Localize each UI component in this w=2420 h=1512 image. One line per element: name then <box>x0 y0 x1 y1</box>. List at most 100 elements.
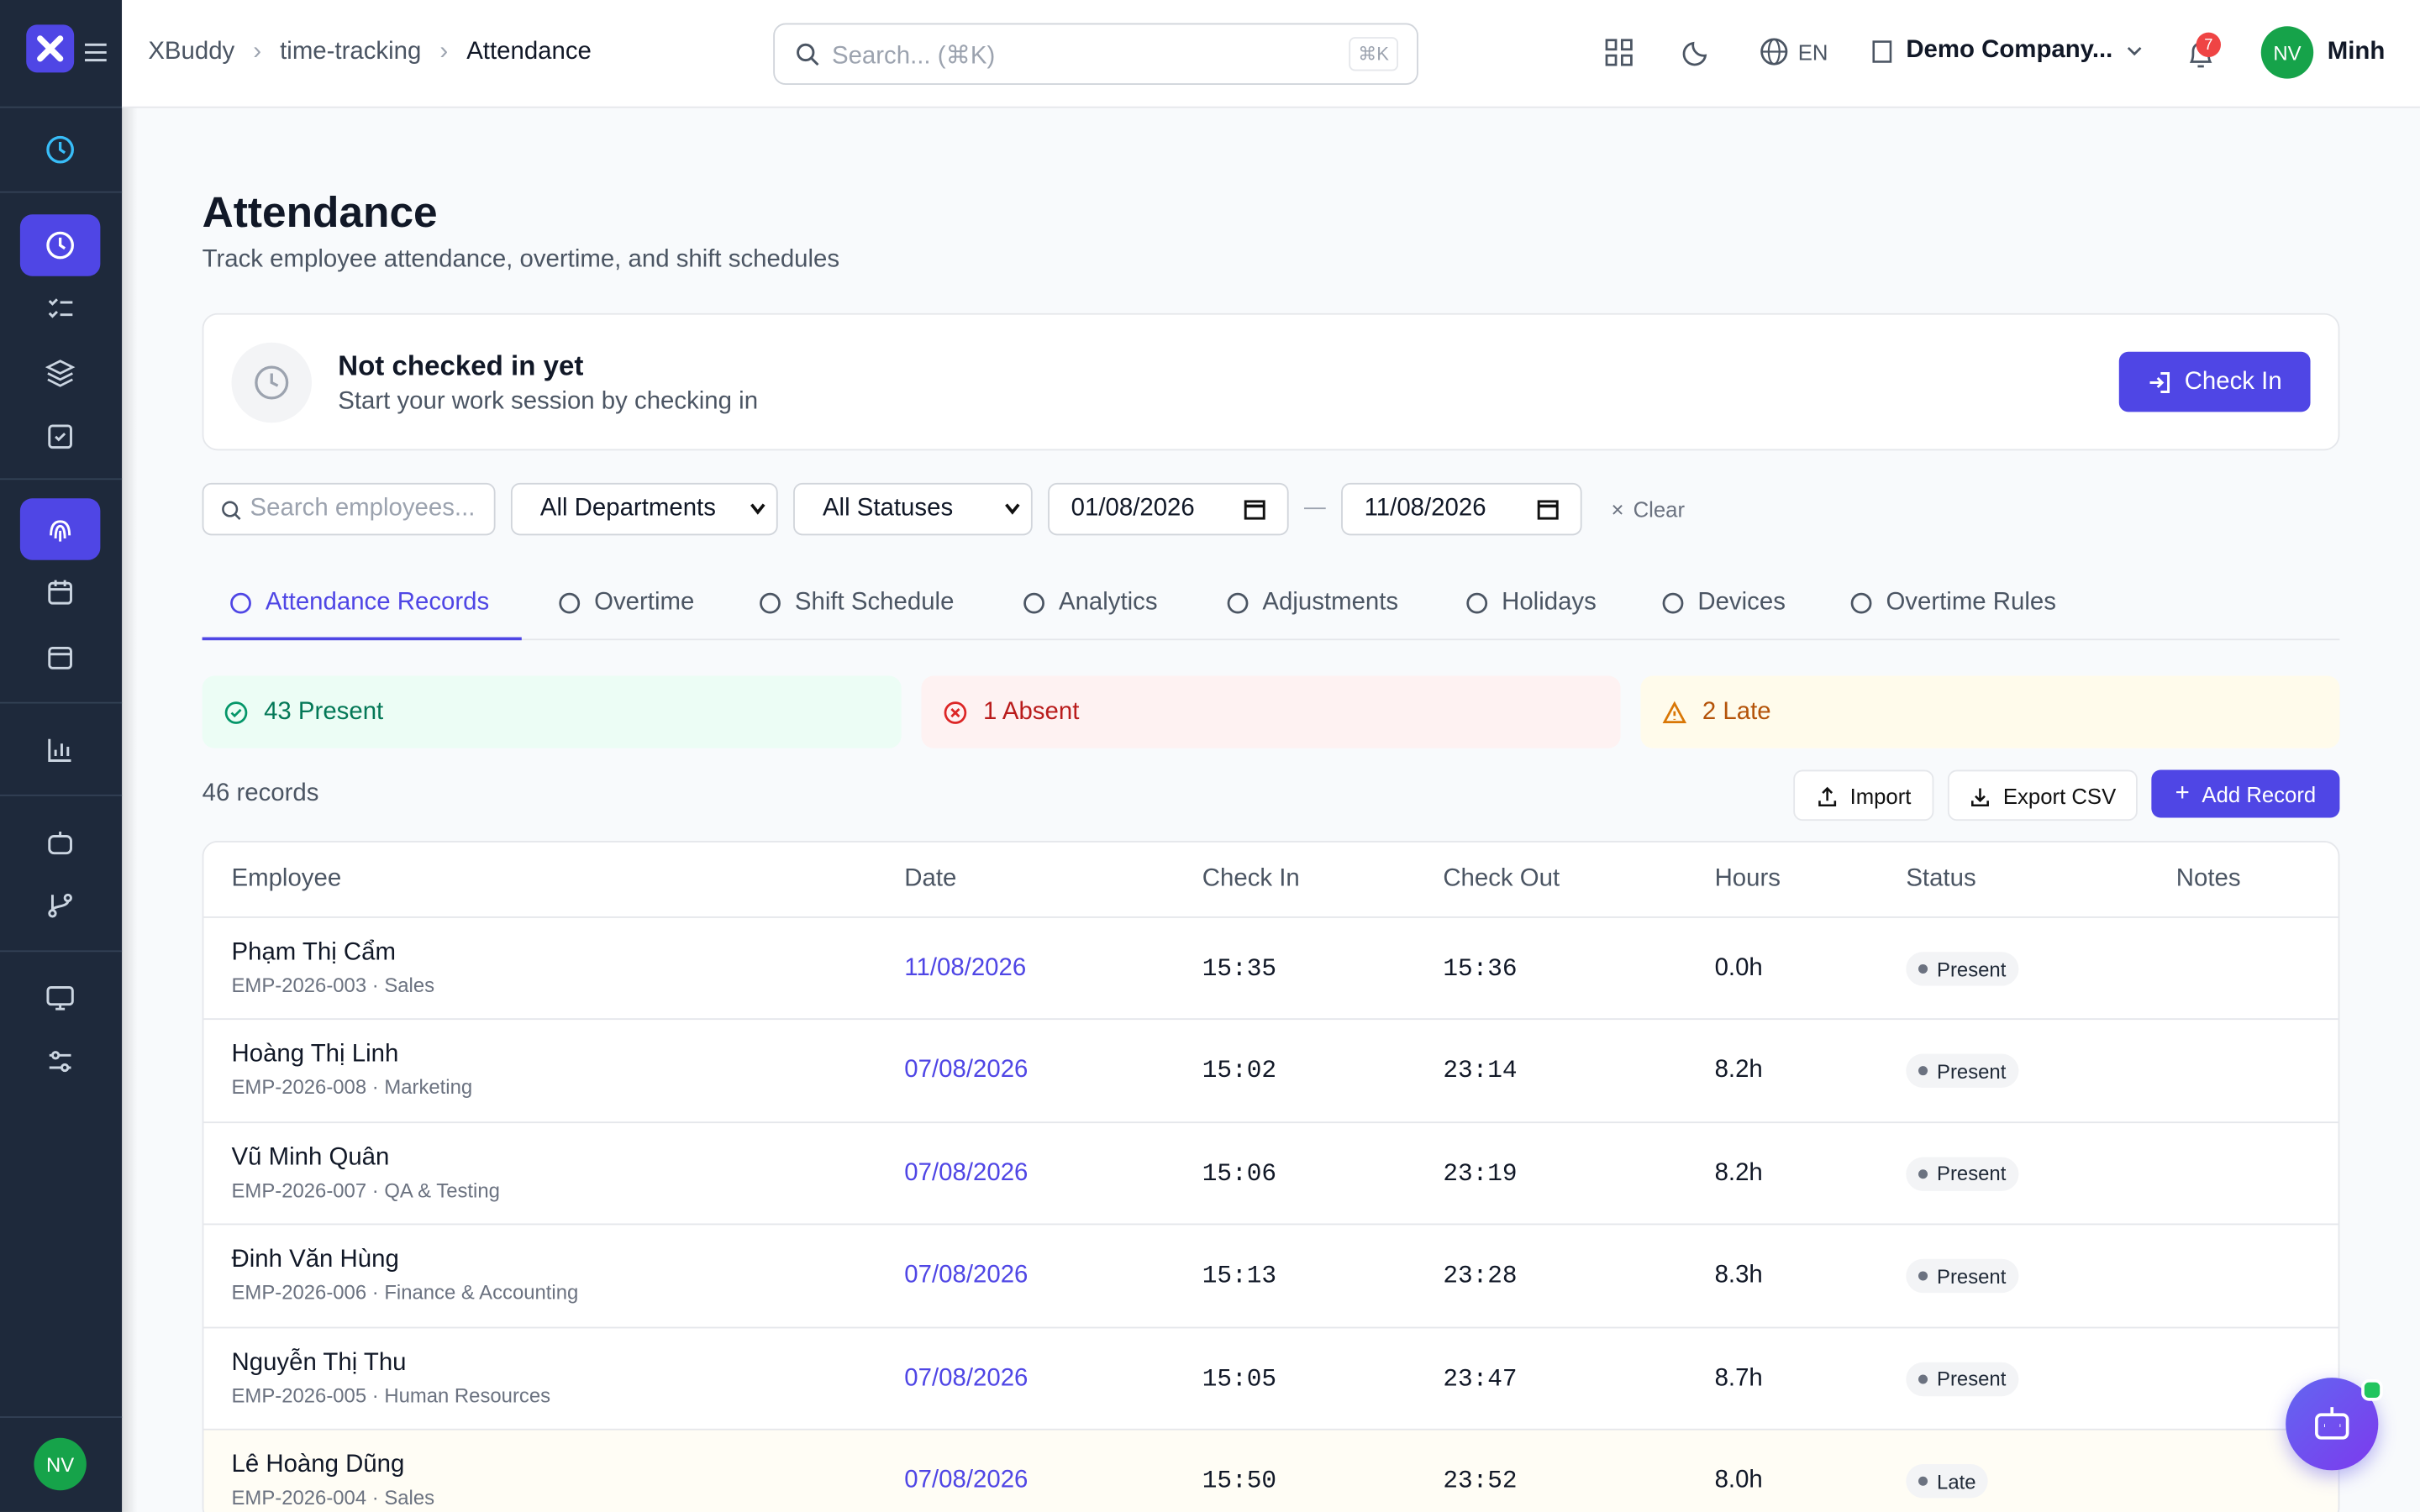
employee-search[interactable]: Search employees... <box>202 482 496 536</box>
theme-toggle[interactable] <box>1682 39 1710 66</box>
tab[interactable]: Overtime Rules <box>1849 590 2056 617</box>
tab-icon <box>559 592 581 614</box>
tabs-border <box>202 638 2340 641</box>
tab[interactable]: Overtime <box>557 590 694 617</box>
status-badge: Present <box>1906 1362 2019 1396</box>
nav-layers[interactable] <box>20 341 101 402</box>
table-row[interactable]: Nguyễn Thị Thu EMP-2026-005 · Human Resou… <box>203 1326 2338 1430</box>
add-record-button[interactable]: + Add Record <box>2151 769 2340 818</box>
column-header[interactable]: Hours <box>1714 865 1781 892</box>
table-row[interactable]: Phạm Thị Cẩm EMP-2026-003 · Sales 11/08/20… <box>203 916 2338 1020</box>
nav-calendar[interactable] <box>20 562 101 623</box>
date[interactable]: 07/08/2026 <box>904 1262 1028 1289</box>
tab[interactable]: Devices <box>1660 590 1786 617</box>
date[interactable]: 07/08/2026 <box>904 1364 1028 1391</box>
nav-clock[interactable] <box>19 214 101 276</box>
apps-icon[interactable] <box>1605 39 1633 66</box>
check-out: 23:52 <box>1443 1467 1518 1495</box>
column-header[interactable]: Employee <box>231 865 342 892</box>
nav-calendar-2[interactable] <box>20 627 101 688</box>
tab[interactable]: Analytics <box>1022 590 1158 617</box>
date-separator <box>1304 507 1326 510</box>
page-subtitle: Track employee attendance, overtime, and… <box>202 246 840 274</box>
column-header: Notes <box>2175 865 2241 892</box>
clear-filters[interactable]: × Clear <box>1611 496 1686 522</box>
tab-icon <box>230 592 251 614</box>
employee-name: Đinh Văn Hùng <box>231 1247 399 1273</box>
check-in-button[interactable]: Check In <box>2118 351 2311 412</box>
nav-git[interactable] <box>20 874 101 936</box>
column-header[interactable]: Status <box>1906 865 1976 892</box>
status: Present <box>1937 1162 2007 1186</box>
date[interactable]: 11/08/2026 <box>904 954 1027 982</box>
sidebar-avatar[interactable]: NV <box>34 1437 87 1491</box>
employee-name: Nguyễn Thị Thu <box>231 1349 407 1376</box>
nav-settings[interactable] <box>20 1031 101 1092</box>
breadcrumb-item[interactable]: time-tracking <box>280 38 422 66</box>
check-out: 23:47 <box>1443 1364 1518 1393</box>
tab[interactable]: Holidays <box>1465 590 1597 617</box>
user-name[interactable]: Minh <box>2327 38 2386 66</box>
language: EN <box>1797 39 1828 65</box>
nav-time[interactable] <box>20 118 101 180</box>
nav-analytics[interactable] <box>20 719 101 780</box>
divider <box>0 950 123 953</box>
date-to-value: 11/08/2026 <box>1364 495 1486 522</box>
status-select[interactable]: All Statuses <box>793 482 1033 536</box>
column-header[interactable]: Check In <box>1202 865 1300 892</box>
notification-count: 7 <box>2196 32 2222 57</box>
column-header[interactable]: Check Out <box>1443 865 1560 892</box>
check-in: 15:06 <box>1202 1159 1276 1188</box>
tab-label: Holidays <box>1502 589 1597 616</box>
menu-icon[interactable] <box>83 42 108 64</box>
import-label: Import <box>1849 783 1912 808</box>
nav-monitor[interactable] <box>20 968 101 1029</box>
user-avatar[interactable]: NV <box>2260 26 2314 79</box>
employee-name: Hoàng Thị Linh <box>231 1042 399 1068</box>
export-button[interactable]: Export CSV <box>1947 769 2138 822</box>
table-row[interactable]: Lê Hoàng Dũng EMP-2026-004 · Sales 07/08/2… <box>203 1428 2338 1512</box>
nav-bot[interactable] <box>20 811 101 873</box>
check-out: 23:19 <box>1443 1159 1518 1188</box>
status-dot <box>1918 1476 1928 1486</box>
language-switch[interactable]: EN <box>1760 37 1828 66</box>
table-row[interactable]: Vũ Minh Quân EMP-2026-007 · QA & Testing 0… <box>203 1121 2338 1225</box>
date[interactable]: 07/08/2026 <box>904 1467 1028 1494</box>
table-header: Employee Date Check In Check Out Hours Status… <box>203 843 2338 916</box>
date-from-value: 01/08/2026 <box>1071 495 1195 522</box>
employee-name: Vũ Minh Quân <box>231 1144 390 1171</box>
date[interactable]: 07/08/2026 <box>904 1159 1028 1187</box>
date-from[interactable]: 01/08/2026 <box>1048 482 1289 536</box>
tab-icon <box>1023 592 1044 614</box>
tab[interactable]: Adjustments <box>1225 590 1398 617</box>
check-out: 23:28 <box>1443 1262 1518 1290</box>
date[interactable]: 07/08/2026 <box>904 1057 1028 1084</box>
breadcrumb-item[interactable]: XBuddy <box>148 38 235 66</box>
tab-label: Analytics <box>1058 589 1158 616</box>
table-row[interactable]: Hoàng Thị Linh EMP-2026-008 · Marketing 07… <box>203 1018 2338 1122</box>
department-select[interactable]: All Departments <box>510 482 778 536</box>
import-button[interactable]: Import <box>1793 769 1934 822</box>
tab[interactable]: Attendance Records <box>229 590 489 617</box>
shortcut-hint: ⌘K <box>1349 37 1399 71</box>
nav-check[interactable] <box>20 406 101 467</box>
divider <box>0 701 123 704</box>
present-count: 43 Present <box>264 698 384 725</box>
status-badge: Present <box>1906 1157 2019 1191</box>
status-dot <box>1918 963 1928 974</box>
nav-fingerprint[interactable] <box>19 498 101 560</box>
nav-tasks[interactable] <box>20 278 101 339</box>
logo[interactable] <box>26 24 75 73</box>
hours: 8.7h <box>1714 1364 1763 1391</box>
divider <box>0 191 123 193</box>
status: Late <box>1937 1469 1976 1494</box>
date-to[interactable]: 11/08/2026 <box>1341 482 1582 536</box>
tab[interactable]: Shift Schedule <box>758 590 954 617</box>
attendance-table: Employee Date Check In Check Out Hours Status… <box>202 841 2340 1512</box>
sidebar: NV <box>0 0 123 1512</box>
table-row[interactable]: Đinh Văn Hùng EMP-2026-006 · Finance & Ac… <box>203 1223 2338 1327</box>
company-switch[interactable]: Demo Company... <box>1870 37 2144 65</box>
column-header[interactable]: Date <box>904 865 957 892</box>
global-search[interactable]: Search... (⌘K) ⌘K <box>773 23 1418 86</box>
status: Present <box>1937 1059 2007 1084</box>
